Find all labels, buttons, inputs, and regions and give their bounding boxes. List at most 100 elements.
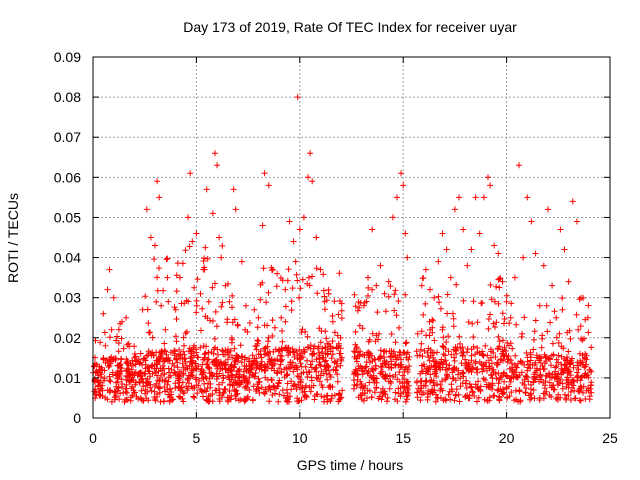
data-point	[264, 365, 271, 371]
data-point	[437, 381, 444, 388]
data-point	[427, 286, 433, 293]
data-point	[187, 170, 194, 177]
data-point	[287, 348, 294, 355]
data-point	[151, 394, 158, 401]
data-point	[385, 364, 392, 371]
data-point	[322, 366, 329, 373]
data-point	[575, 326, 582, 333]
data-point	[156, 194, 163, 201]
data-point	[115, 326, 122, 333]
data-point	[474, 319, 481, 326]
data-point	[419, 353, 426, 360]
data-point	[186, 345, 193, 352]
y-tick-label: 0.09	[54, 49, 81, 65]
data-point	[504, 394, 510, 401]
data-point	[167, 372, 174, 379]
data-point	[173, 338, 180, 345]
data-point	[182, 366, 189, 373]
data-point	[517, 398, 524, 405]
data-point	[249, 352, 256, 359]
data-point	[492, 324, 498, 330]
data-point	[462, 380, 469, 387]
data-point	[403, 379, 410, 386]
data-point	[382, 308, 389, 315]
data-point	[475, 394, 482, 401]
data-point	[300, 214, 307, 221]
data-point	[297, 376, 304, 383]
data-point	[495, 345, 502, 352]
data-point	[427, 379, 434, 385]
data-point	[202, 244, 209, 251]
data-point	[232, 379, 239, 386]
data-point	[395, 390, 402, 397]
data-point	[380, 390, 387, 397]
data-point	[541, 366, 548, 372]
data-point	[212, 280, 218, 287]
data-point	[215, 381, 222, 388]
data-point	[195, 382, 202, 389]
data-point	[394, 376, 401, 383]
data-point	[493, 375, 500, 382]
y-tick-label: 0.07	[54, 129, 81, 145]
data-point	[262, 344, 269, 351]
data-point	[496, 376, 503, 383]
data-point	[578, 373, 585, 380]
data-point	[435, 293, 442, 300]
data-point	[369, 286, 376, 293]
data-point	[547, 374, 553, 381]
data-point	[452, 377, 459, 384]
data-point	[414, 394, 421, 401]
data-point	[261, 345, 268, 352]
data-point	[507, 378, 514, 385]
data-point	[284, 380, 291, 387]
data-point	[216, 398, 223, 405]
data-point	[213, 323, 220, 330]
data-point	[256, 390, 263, 396]
data-point	[434, 395, 441, 402]
data-point	[456, 333, 463, 340]
data-point	[424, 394, 431, 400]
data-point	[246, 358, 253, 365]
data-point	[498, 372, 505, 379]
data-point	[301, 393, 308, 400]
data-point	[338, 354, 345, 361]
data-point	[324, 350, 331, 357]
data-point	[213, 376, 220, 382]
data-point	[220, 375, 227, 382]
data-point	[527, 396, 533, 403]
data-point	[216, 234, 223, 241]
data-point	[236, 397, 242, 404]
data-point	[165, 298, 172, 305]
data-point	[229, 354, 236, 361]
data-point	[524, 358, 531, 365]
data-point	[432, 370, 439, 377]
data-point	[485, 325, 492, 332]
data-point	[542, 353, 549, 360]
data-point	[392, 353, 399, 360]
data-point	[264, 322, 271, 329]
data-point	[122, 396, 129, 403]
data-point	[292, 383, 298, 390]
data-point	[453, 386, 460, 393]
data-point	[527, 392, 534, 398]
data-point	[530, 346, 537, 353]
data-point	[545, 206, 551, 213]
data-point	[153, 365, 160, 372]
data-point	[283, 386, 290, 393]
data-point	[322, 306, 328, 313]
x-tick-label: 20	[499, 430, 515, 446]
data-point	[235, 354, 242, 360]
data-point	[516, 372, 523, 379]
data-point	[242, 397, 249, 404]
data-point	[527, 365, 534, 372]
data-point	[481, 396, 488, 403]
data-point	[173, 316, 180, 322]
data-point	[257, 296, 264, 303]
data-point	[285, 352, 292, 359]
data-point	[360, 302, 367, 309]
data-point	[116, 362, 122, 368]
data-point	[566, 368, 573, 375]
data-point	[274, 383, 281, 390]
data-point	[520, 254, 527, 261]
data-point	[464, 346, 471, 352]
